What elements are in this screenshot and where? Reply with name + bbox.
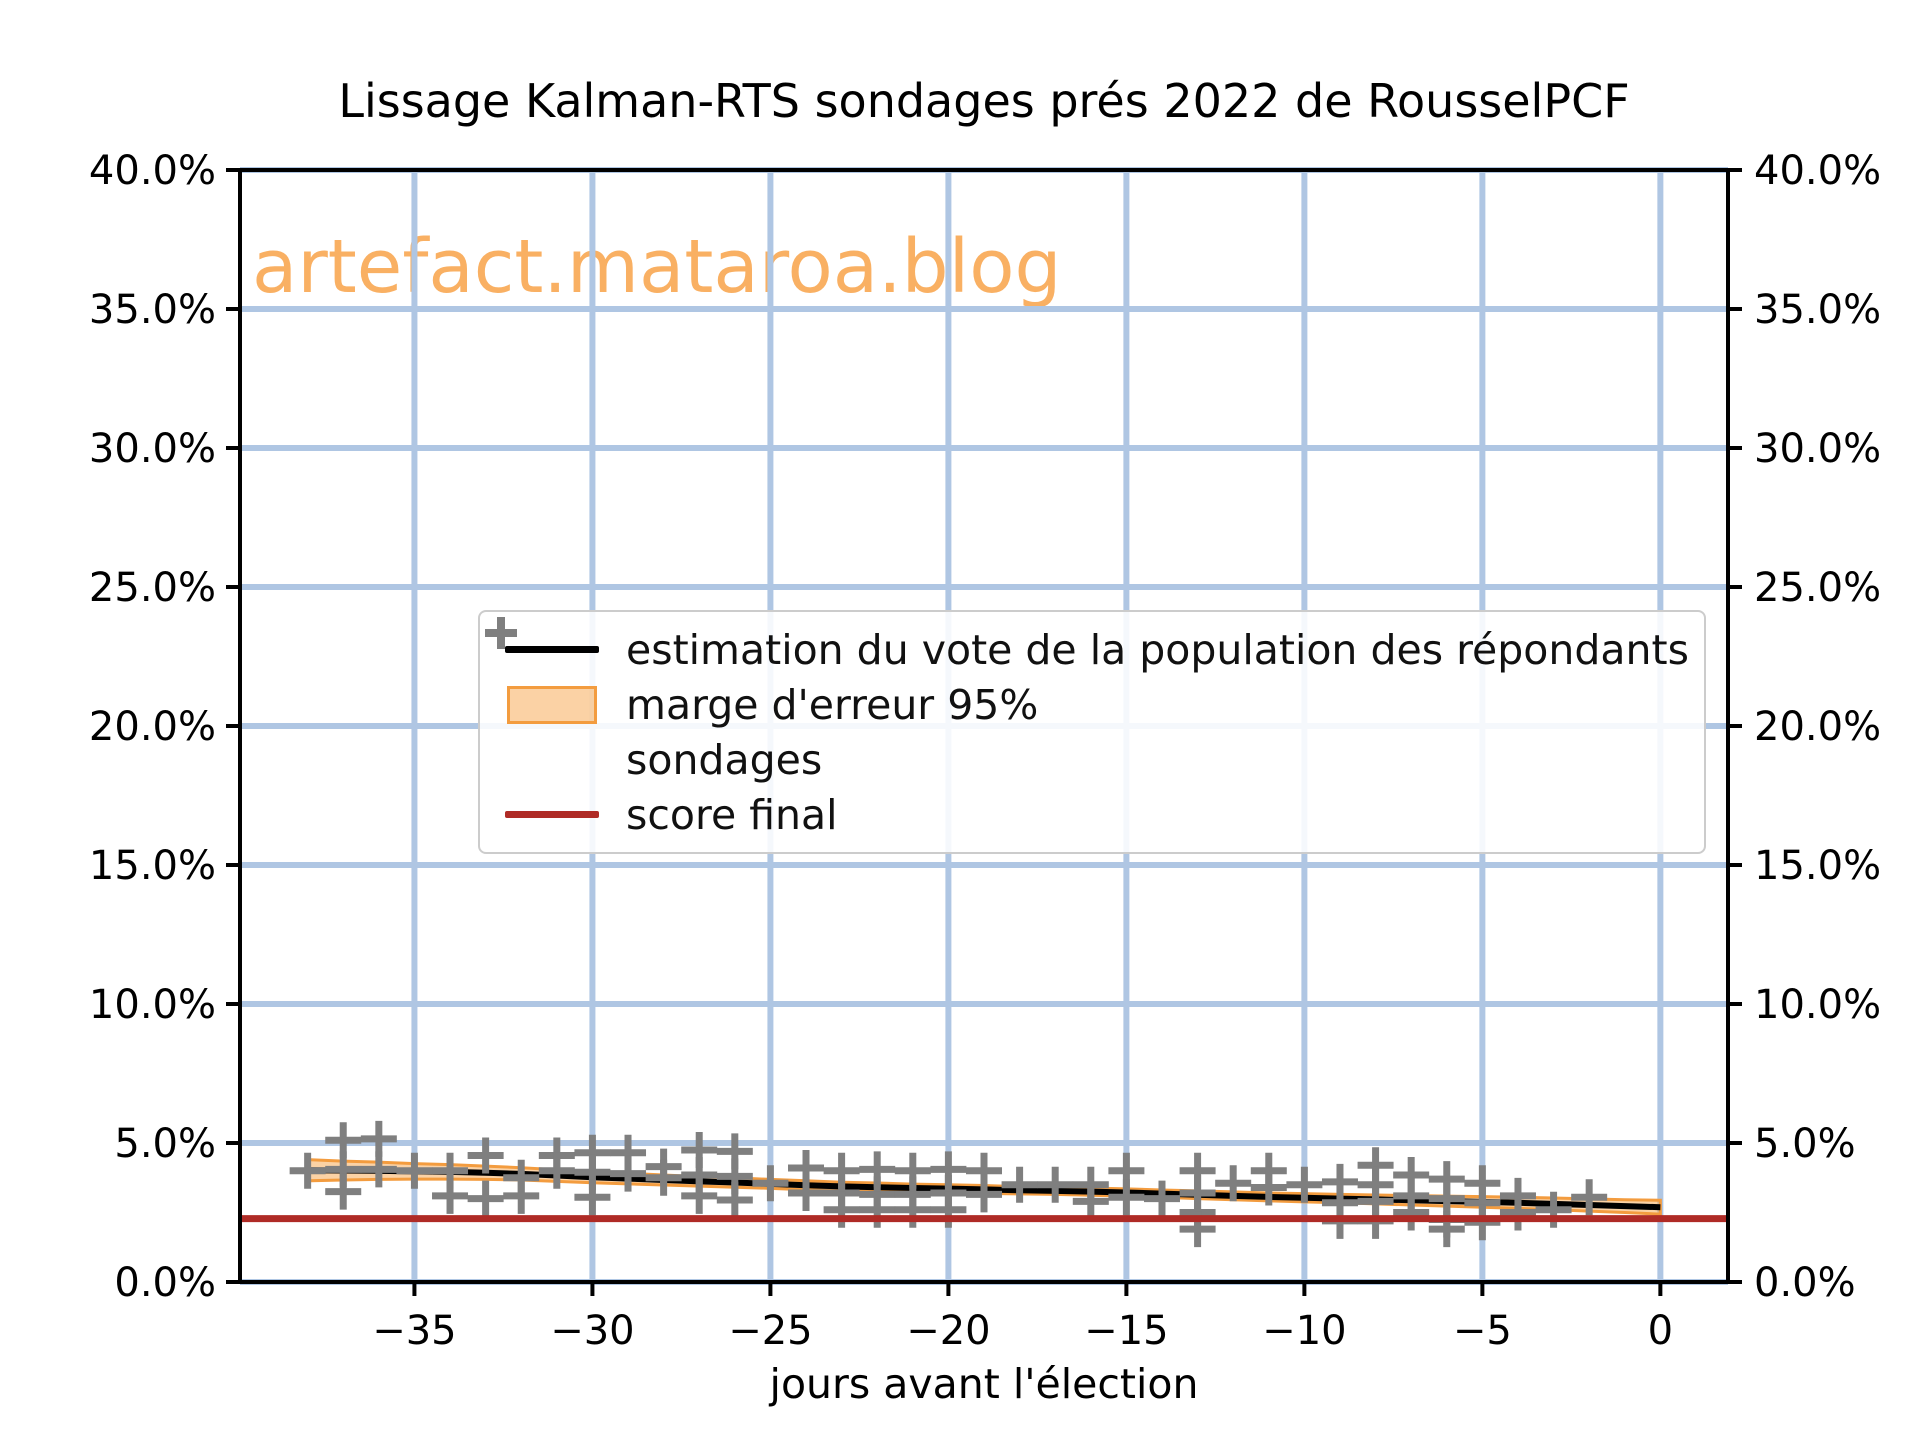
y-tick-label-left: 5.0%: [114, 1121, 216, 1167]
x-axis-label: jours avant l'élection: [769, 1360, 1199, 1408]
chart-title: Lissage Kalman-RTS sondages prés 2022 de…: [338, 74, 1630, 128]
poll-marker: [1215, 1165, 1252, 1202]
x-tick-label: −15: [1084, 1308, 1168, 1354]
y-tick-label-left: 30.0%: [89, 426, 216, 472]
y-tick-label-left: 0.0%: [114, 1260, 216, 1306]
poll-marker: [966, 1176, 1002, 1213]
y-tick-label-left: 20.0%: [89, 704, 216, 750]
poll-marker: [503, 1177, 540, 1214]
poll-marker: [1143, 1180, 1180, 1217]
poll-marker: [1464, 1204, 1501, 1241]
y-tick-label-right: 35.0%: [1754, 287, 1881, 333]
legend-item-score-final: score final: [504, 791, 1680, 839]
error-band-swatch: [504, 685, 600, 724]
poll-marker: [467, 1180, 504, 1217]
x-tick-label: 0: [1648, 1308, 1673, 1354]
poll-marker: [325, 1173, 362, 1210]
poll-marker: [289, 1152, 326, 1189]
legend-label-sondages: sondages: [626, 735, 823, 784]
legend-label-marge-erreur: marge d'erreur 95%: [626, 680, 1039, 729]
watermark: artefact.mataroa.blog: [252, 224, 1062, 310]
poll-marker: [467, 1137, 504, 1174]
y-tick-label-left: 10.0%: [89, 982, 216, 1028]
y-tick-label-right: 5.0%: [1754, 1121, 1856, 1167]
legend: estimation du vote de la population des …: [478, 610, 1706, 854]
x-tick-label: −35: [372, 1308, 456, 1354]
poll-marker: [432, 1177, 469, 1214]
poll-marker: [645, 1159, 682, 1196]
poll-marker: [538, 1152, 575, 1189]
poll-marker: [930, 1191, 967, 1228]
y-tick-label-left: 15.0%: [89, 843, 216, 889]
poll-marker: [681, 1177, 718, 1214]
poll-marker: [1037, 1166, 1074, 1203]
poll-marker: [360, 1151, 397, 1188]
poll-marker: [716, 1181, 753, 1218]
poll-marker: [1393, 1194, 1430, 1231]
legend-item-marge-erreur: marge d'erreur 95%: [504, 681, 1680, 729]
poll-marker: [1072, 1183, 1109, 1220]
poll-marker: [360, 1120, 397, 1157]
y-tick-label-left: 35.0%: [89, 287, 216, 333]
legend-label-score-final: score final: [626, 790, 838, 839]
x-tick-label: −30: [550, 1308, 634, 1354]
y-tick-label-right: 20.0%: [1754, 704, 1881, 750]
x-tick-label: −5: [1453, 1308, 1512, 1354]
poll-marker: [396, 1152, 433, 1189]
legend-item-sondages: sondages: [485, 617, 1680, 784]
y-tick-label-right: 40.0%: [1754, 148, 1881, 194]
poll-marker: [1499, 1194, 1536, 1231]
poll-marker: [1001, 1166, 1038, 1203]
poll-marker: [1108, 1179, 1145, 1216]
poll-marker: [823, 1191, 860, 1228]
x-tick-label: −20: [906, 1308, 990, 1354]
poll-marker: [610, 1155, 647, 1192]
y-tick-label-right: 30.0%: [1754, 426, 1881, 472]
poll-marker: [1286, 1166, 1323, 1203]
x-tick-label: −10: [1262, 1308, 1346, 1354]
legend-item-estimation: estimation du vote de la population des …: [504, 626, 1689, 674]
y-tick-label-right: 0.0%: [1754, 1260, 1856, 1306]
poll-marker: [1250, 1169, 1287, 1206]
poll-marker: [788, 1175, 825, 1212]
score-final-line-swatch: [504, 811, 600, 818]
y-tick-label-left: 25.0%: [89, 565, 216, 611]
y-tick-label-right: 10.0%: [1754, 982, 1881, 1028]
x-tick-label: −25: [728, 1308, 812, 1354]
poll-marker: [1571, 1179, 1608, 1216]
estimation-line-swatch: [504, 646, 600, 653]
poll-marker: [574, 1179, 611, 1216]
y-tick-label-right: 15.0%: [1754, 843, 1881, 889]
legend-label-estimation: estimation du vote de la population des …: [626, 625, 1689, 674]
y-tick-label-right: 25.0%: [1754, 565, 1881, 611]
y-tick-label-left: 40.0%: [89, 148, 216, 194]
poll-marker: [752, 1165, 789, 1202]
